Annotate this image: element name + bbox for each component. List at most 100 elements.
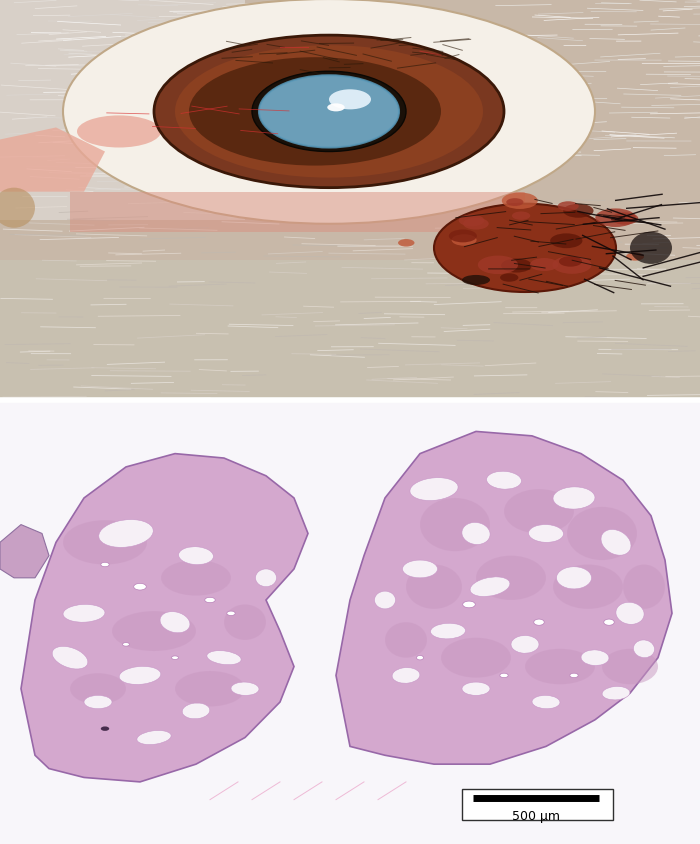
Ellipse shape — [558, 202, 579, 212]
Ellipse shape — [441, 638, 511, 678]
Ellipse shape — [478, 257, 518, 274]
Ellipse shape — [458, 215, 484, 227]
Ellipse shape — [402, 560, 438, 578]
Ellipse shape — [602, 649, 658, 684]
Ellipse shape — [63, 0, 595, 225]
Polygon shape — [0, 525, 49, 578]
Ellipse shape — [511, 636, 539, 653]
Ellipse shape — [77, 116, 161, 149]
Polygon shape — [0, 0, 700, 401]
Ellipse shape — [154, 36, 504, 188]
Ellipse shape — [175, 46, 483, 178]
Ellipse shape — [634, 641, 654, 657]
Ellipse shape — [84, 695, 112, 709]
Ellipse shape — [504, 490, 574, 534]
Ellipse shape — [256, 569, 276, 587]
Ellipse shape — [259, 76, 399, 149]
Polygon shape — [0, 261, 700, 401]
Ellipse shape — [553, 487, 595, 510]
Ellipse shape — [63, 521, 147, 565]
Ellipse shape — [410, 478, 458, 501]
Ellipse shape — [581, 650, 609, 666]
Polygon shape — [336, 432, 672, 765]
Ellipse shape — [224, 604, 266, 640]
Ellipse shape — [52, 647, 88, 669]
Polygon shape — [70, 192, 525, 232]
Ellipse shape — [134, 584, 146, 590]
Ellipse shape — [552, 257, 592, 274]
Ellipse shape — [182, 703, 210, 719]
Ellipse shape — [204, 598, 216, 603]
Ellipse shape — [612, 214, 638, 225]
Ellipse shape — [532, 695, 560, 709]
Ellipse shape — [564, 204, 594, 219]
Ellipse shape — [160, 612, 190, 633]
Ellipse shape — [252, 72, 406, 152]
Ellipse shape — [385, 622, 427, 658]
Ellipse shape — [559, 257, 582, 268]
FancyBboxPatch shape — [462, 789, 612, 820]
Ellipse shape — [178, 547, 214, 565]
Ellipse shape — [406, 565, 462, 609]
Ellipse shape — [452, 235, 477, 246]
Ellipse shape — [329, 90, 371, 111]
Ellipse shape — [506, 199, 524, 207]
Text: 500 μm: 500 μm — [512, 809, 560, 822]
Ellipse shape — [462, 682, 490, 695]
Ellipse shape — [463, 219, 489, 230]
Ellipse shape — [550, 234, 582, 249]
Ellipse shape — [500, 674, 508, 678]
Ellipse shape — [528, 525, 564, 543]
Ellipse shape — [101, 563, 109, 567]
Ellipse shape — [122, 643, 130, 647]
Ellipse shape — [501, 259, 532, 273]
Ellipse shape — [603, 619, 615, 625]
Ellipse shape — [630, 232, 672, 264]
Ellipse shape — [512, 212, 530, 220]
Ellipse shape — [470, 577, 510, 597]
Ellipse shape — [207, 651, 241, 665]
Ellipse shape — [449, 230, 477, 243]
Ellipse shape — [420, 498, 490, 552]
Ellipse shape — [189, 58, 441, 166]
Polygon shape — [0, 128, 105, 192]
Ellipse shape — [328, 105, 344, 112]
Ellipse shape — [623, 565, 665, 609]
Ellipse shape — [486, 472, 522, 490]
Ellipse shape — [392, 668, 420, 684]
Ellipse shape — [556, 567, 592, 589]
Ellipse shape — [137, 731, 171, 744]
Polygon shape — [0, 401, 700, 844]
Ellipse shape — [525, 649, 595, 684]
Ellipse shape — [462, 276, 490, 285]
Ellipse shape — [601, 530, 631, 555]
Ellipse shape — [101, 727, 109, 731]
Ellipse shape — [463, 602, 475, 608]
Polygon shape — [21, 454, 308, 782]
Ellipse shape — [175, 671, 245, 706]
Ellipse shape — [553, 565, 623, 609]
Ellipse shape — [227, 611, 235, 616]
Ellipse shape — [119, 667, 161, 684]
Ellipse shape — [567, 507, 637, 560]
Ellipse shape — [161, 560, 231, 596]
Ellipse shape — [595, 209, 636, 228]
Ellipse shape — [231, 682, 259, 695]
Ellipse shape — [70, 674, 126, 705]
Ellipse shape — [172, 656, 178, 660]
Polygon shape — [0, 0, 245, 220]
Ellipse shape — [416, 656, 424, 660]
Ellipse shape — [530, 259, 559, 272]
Ellipse shape — [112, 611, 196, 652]
Ellipse shape — [602, 687, 630, 700]
Ellipse shape — [502, 193, 538, 209]
Ellipse shape — [434, 204, 616, 293]
Ellipse shape — [99, 520, 153, 548]
Ellipse shape — [570, 674, 578, 678]
Ellipse shape — [533, 619, 545, 625]
Ellipse shape — [398, 240, 414, 247]
Ellipse shape — [476, 556, 546, 600]
Ellipse shape — [0, 188, 35, 229]
Ellipse shape — [63, 604, 105, 623]
Ellipse shape — [626, 253, 644, 262]
